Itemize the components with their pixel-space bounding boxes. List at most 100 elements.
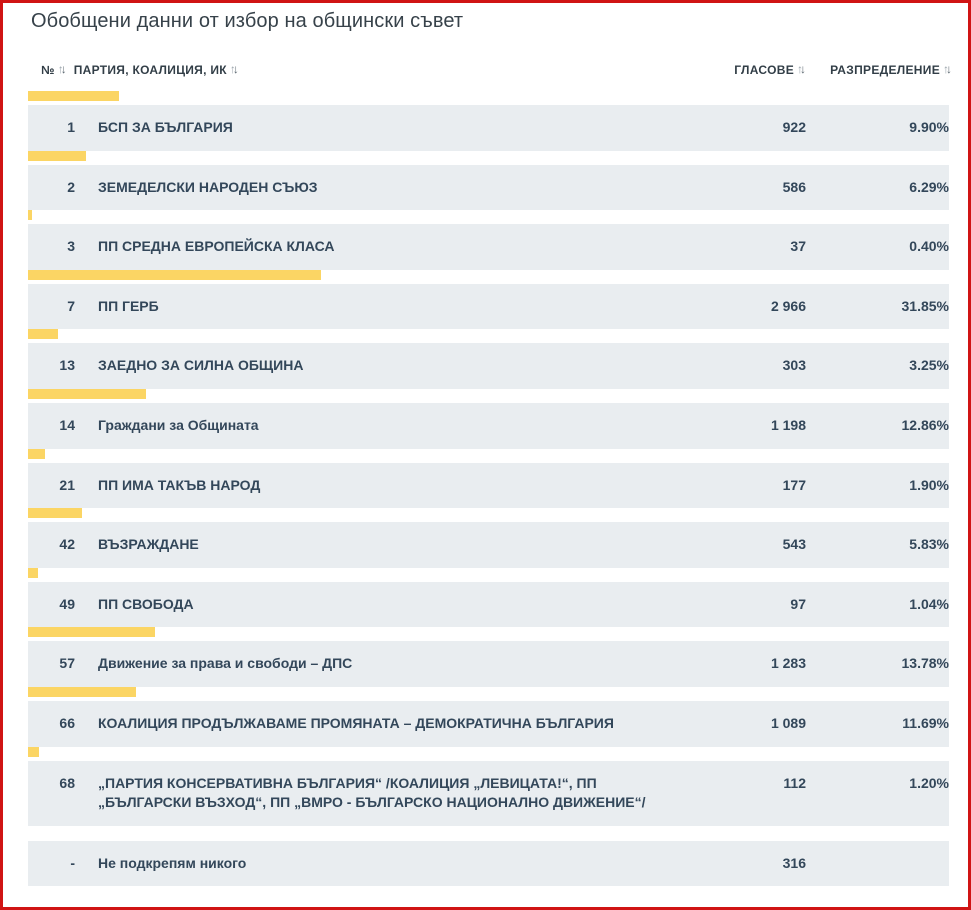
cell-distribution: 0.40% [909, 238, 949, 255]
cell-number: 1 [67, 119, 75, 135]
vote-share-bar-track [28, 210, 949, 221]
party-result: 13 ЗАЕДНО ЗА СИЛНА ОБЩИНА 303 3.25% [28, 329, 949, 389]
result-row: 1 БСП ЗА БЪЛГАРИЯ 922 9.90% [28, 105, 949, 151]
sort-down-arrow-icon: ↓ [232, 62, 239, 76]
column-header-distribution[interactable]: РАЗПРЕДЕЛЕНИЕ ↑ ↓ [803, 62, 952, 77]
column-header-party-label: ПАРТИЯ, КОАЛИЦИЯ, ИК [73, 63, 227, 77]
table-header-row: № ↑ ↓ ПАРТИЯ, КОАЛИЦИЯ, ИК ↑ ↓ ГЛАСОВЕ ↑ ↓ РАЗ… [28, 62, 952, 77]
sort-icon[interactable]: ↑ ↓ [230, 62, 239, 76]
results-table: № ↑ ↓ ПАРТИЯ, КОАЛИЦИЯ, ИК ↑ ↓ ГЛАСОВЕ ↑ ↓ РАЗ… [28, 62, 952, 887]
cell-party: Граждани за Общината [98, 416, 259, 433]
vote-share-bar [28, 686, 136, 697]
column-header-party[interactable]: ПАРТИЯ, КОАЛИЦИЯ, ИК ↑ ↓ [73, 62, 239, 77]
cell-party: ВЪЗРАЖДАНЕ [98, 536, 199, 553]
cell-party: Движение за права и свободи – ДПС [98, 655, 353, 672]
party-result: 3 ПП СРЕДНА ЕВРОПЕЙСКА КЛАСА 37 0.40% [28, 210, 949, 270]
cell-party: БСП ЗА БЪЛГАРИЯ [98, 119, 233, 135]
vote-share-bar-track [28, 150, 949, 161]
page-content: Обобщени данни от избор на общински съве… [3, 3, 968, 887]
party-result: 57 Движение за права и свободи – ДПС 1 283… [28, 627, 949, 687]
result-row: 7 ПП ГЕРБ 2 966 31.85% [28, 283, 949, 330]
cell-distribution: 31.85% [901, 297, 949, 314]
cell-distribution: 13.78% [901, 655, 949, 672]
cell-number: 57 [59, 655, 75, 672]
vote-share-bar [28, 567, 38, 578]
cell-votes: 303 [782, 357, 806, 374]
column-header-distribution-label: РАЗПРЕДЕЛЕНИЕ [830, 63, 940, 77]
results-list: 1 БСП ЗА БЪЛГАРИЯ 922 9.90% 2 ЗЕМЕДЕЛСКИ НАРО… [28, 91, 949, 887]
party-result: 1 БСП ЗА БЪЛГАРИЯ 922 9.90% [28, 91, 949, 151]
cell-votes: 112 [783, 774, 806, 791]
cell-distribution: 9.90% [909, 119, 949, 135]
vote-share-bar-track [28, 448, 949, 459]
cell-votes: 1 198 [770, 416, 806, 433]
sort-icon[interactable]: ↑ ↓ [943, 62, 952, 76]
cell-number: 7 [67, 297, 75, 314]
sort-down-arrow-icon: ↓ [60, 62, 67, 76]
cell-number: 68 [59, 774, 75, 791]
vote-share-bar-track [28, 388, 949, 399]
vote-share-bar-track [28, 508, 949, 519]
column-header-votes-label: ГЛАСОВЕ [734, 63, 794, 77]
column-header-votes[interactable]: ГЛАСОВЕ ↑ ↓ [734, 62, 806, 77]
vote-share-bar-track [28, 746, 949, 757]
cell-number: 14 [59, 416, 75, 433]
sort-down-arrow-icon: ↓ [946, 62, 952, 76]
sort-icon[interactable]: ↑ ↓ [58, 62, 67, 76]
vote-share-bar-track [28, 686, 949, 697]
cell-number: 66 [59, 714, 75, 731]
party-result: 21 ПП ИМА ТАКЪВ НАРОД 177 1.90% [28, 448, 949, 509]
cell-party: ЗАЕДНО ЗА СИЛНА ОБЩИНА [98, 357, 304, 374]
cell-votes: 97 [790, 595, 806, 612]
cell-party: Не подкрепям никого [98, 854, 247, 871]
result-row: 2 ЗЕМЕДЕЛСКИ НАРОДЕН СЪЮЗ 586 6.29% [28, 164, 949, 211]
page-title: Обобщени данни от избор на общински съве… [31, 10, 464, 32]
result-row: 13 ЗАЕДНО ЗА СИЛНА ОБЩИНА 303 3.25% [28, 343, 949, 389]
cell-number: 2 [67, 178, 75, 195]
cell-party: ПП СВОБОДА [98, 595, 194, 612]
result-row: 3 ПП СРЕДНА ЕВРОПЕЙСКА КЛАСА 37 0.40% [28, 224, 949, 270]
cell-distribution: 11.69% [902, 714, 949, 731]
cell-votes: 177 [782, 476, 806, 493]
cell-votes: 1 089 [770, 714, 806, 731]
vote-share-bar [28, 150, 86, 161]
vote-share-bar [28, 269, 322, 280]
cell-distribution: 12.86% [901, 416, 949, 433]
result-row: 49 ПП СВОБОДА 97 1.04% [28, 581, 949, 628]
vote-share-bar-track [28, 269, 949, 280]
cell-party: ЗЕМЕДЕЛСКИ НАРОДЕН СЪЮЗ [98, 178, 318, 195]
vote-share-bar-track [28, 627, 949, 638]
cell-number: 3 [67, 238, 75, 255]
result-row: 66 КОАЛИЦИЯ ПРОДЪЛЖАВАМЕ ПРОМЯНАТА – ДЕМО… [28, 700, 949, 747]
cell-number: 21 [59, 476, 75, 493]
column-header-number[interactable]: № ↑ ↓ [41, 62, 67, 77]
result-row: - Не подкрепям никого 316 [28, 840, 949, 887]
vote-share-bar [28, 91, 120, 101]
vote-share-bar [28, 388, 147, 399]
cell-distribution: 1.20% [909, 774, 949, 791]
cell-votes: 1 283 [770, 655, 806, 672]
cell-distribution: 5.83% [909, 536, 949, 553]
result-row: 57 Движение за права и свободи – ДПС 1 283… [28, 641, 949, 687]
vote-share-bar [28, 627, 155, 638]
cell-distribution: 1.90% [909, 476, 949, 493]
vote-share-bar [28, 329, 58, 340]
vote-share-bar [28, 448, 46, 459]
cell-votes: 586 [782, 178, 806, 195]
party-result: 49 ПП СВОБОДА 97 1.04% [28, 567, 949, 628]
party-result: 2 ЗЕМЕДЕЛСКИ НАРОДЕН СЪЮЗ 586 6.29% [28, 150, 949, 211]
cell-votes: 37 [790, 238, 806, 255]
cell-party: ПП ИМА ТАКЪВ НАРОД [98, 476, 261, 493]
cell-number: 13 [59, 357, 75, 374]
party-result: 66 КОАЛИЦИЯ ПРОДЪЛЖАВАМЕ ПРОМЯНАТА – ДЕМО… [28, 686, 949, 747]
party-result: 42 ВЪЗРАЖДАНЕ 543 5.83% [28, 508, 949, 568]
cell-party: „ПАРТИЯ КОНСЕРВАТИВНА БЪЛГАРИЯ“ /КОАЛИЦИ… [98, 774, 646, 811]
result-row: 21 ПП ИМА ТАКЪВ НАРОД 177 1.90% [28, 462, 949, 509]
column-header-number-label: № [41, 63, 55, 77]
cell-number: 42 [59, 536, 75, 553]
vote-share-bar [28, 746, 40, 757]
sort-icon[interactable]: ↑ ↓ [797, 62, 806, 76]
cell-party: ПП СРЕДНА ЕВРОПЕЙСКА КЛАСА [98, 238, 335, 255]
cell-number: - [70, 854, 75, 871]
